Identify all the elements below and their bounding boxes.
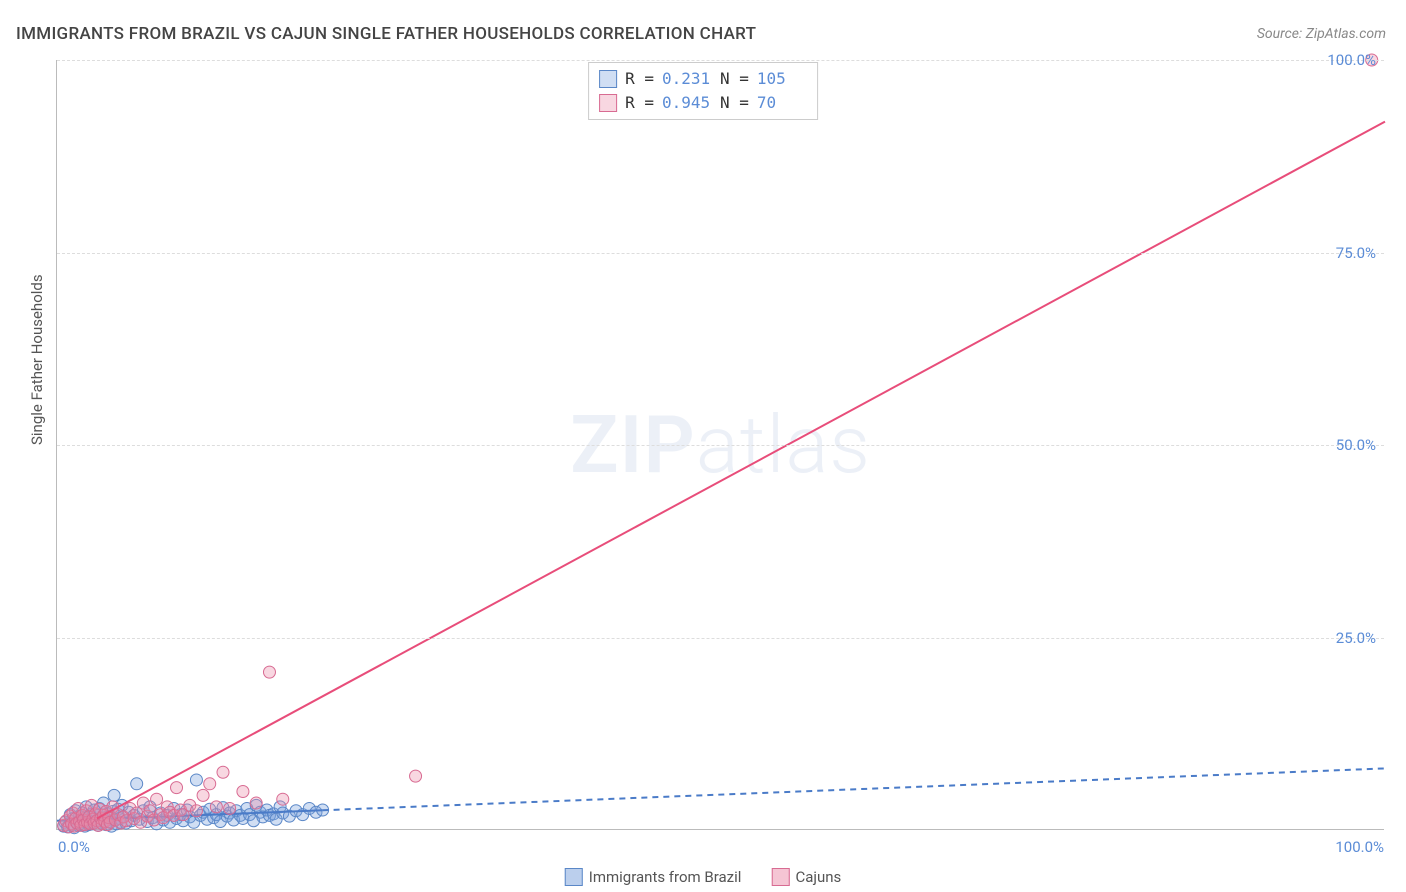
gridline <box>57 253 1384 254</box>
legend-swatch <box>565 868 583 886</box>
y-tick-label: 25.0% <box>1336 629 1376 647</box>
plot-area: ZIPatlas 0.0%25.0%50.0%75.0%100.0% <box>56 60 1384 830</box>
y-tick-label: 75.0% <box>1336 244 1376 262</box>
correlation-legend: R = 0.231N = 105R = 0.945N = 70 <box>588 62 818 120</box>
xaxis-legend-item: Immigrants from Brazil <box>565 868 742 886</box>
xaxis-legend-item: Cajuns <box>771 868 841 886</box>
chart-title: IMMIGRANTS FROM BRAZIL VS CAJUN SINGLE F… <box>16 24 756 44</box>
legend-swatch <box>599 94 617 112</box>
gridline <box>57 638 1384 639</box>
legend-row: R = 0.231N = 105 <box>599 67 807 91</box>
series-Cajuns <box>58 54 1378 833</box>
legend-swatch <box>599 70 617 88</box>
y-tick-label: 100.0% <box>1327 51 1376 69</box>
x-tick-100: 100.0% <box>1335 838 1384 856</box>
legend-row: R = 0.945N = 70 <box>599 91 807 115</box>
y-axis-title: Single Father Households <box>28 274 46 445</box>
y-tick-label: 50.0% <box>1336 436 1376 454</box>
legend-swatch <box>771 868 789 886</box>
series-legend: Immigrants from Brazil Cajuns <box>565 868 842 886</box>
gridline <box>57 445 1384 446</box>
gridline <box>57 60 1384 61</box>
source-attribution: Source: ZipAtlas.com <box>1257 26 1386 42</box>
x-tick-0: 0.0% <box>58 838 90 856</box>
